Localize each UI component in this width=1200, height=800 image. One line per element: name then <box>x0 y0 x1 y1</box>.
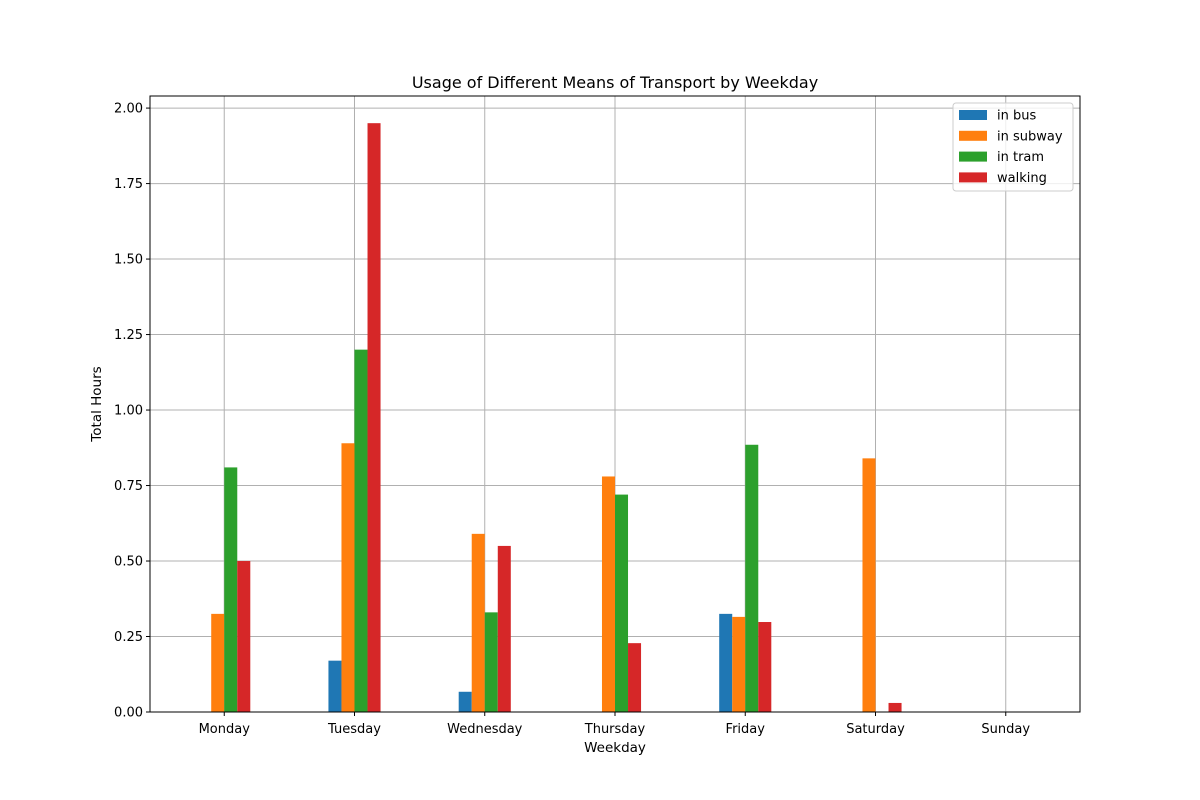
y-tick-label: 1.50 <box>114 253 143 268</box>
x-tick-label: Saturday <box>846 722 905 737</box>
legend-swatch <box>959 130 987 141</box>
bar-walking-friday <box>758 622 772 712</box>
x-axis-ticks: Monday Tuesday Wednesday Thursday Friday Satu… <box>199 712 1030 737</box>
bar-walking-saturday <box>888 702 902 712</box>
bar-walking-tuesday <box>367 123 381 713</box>
bars <box>211 123 902 713</box>
legend-swatch <box>959 172 987 183</box>
y-tick-label: 0.25 <box>114 630 143 645</box>
bar-in-bus-tuesday <box>328 660 342 712</box>
y-tick-label: 2.00 <box>114 102 143 117</box>
bar-in-subway-monday <box>211 613 225 712</box>
bar-walking-wednesday <box>497 545 511 712</box>
x-tick-label: Friday <box>726 722 766 737</box>
chart-title: Usage of Different Means of Transport by… <box>412 73 818 92</box>
y-tick-label: 0.50 <box>114 555 143 570</box>
bar-in-subway-wednesday <box>471 533 485 712</box>
bar-in-subway-tuesday <box>341 443 355 712</box>
bar-walking-monday <box>237 561 251 712</box>
bar-walking-thursday <box>628 643 642 712</box>
bar-in-tram-friday <box>745 444 759 712</box>
bar-in-subway-thursday <box>601 476 615 712</box>
bar-in-subway-friday <box>732 616 746 712</box>
bar-in-bus-friday <box>719 613 733 712</box>
y-tick-label: 1.00 <box>114 404 143 419</box>
x-axis-label: Weekday <box>584 740 646 756</box>
bar-in-tram-wednesday <box>484 612 498 712</box>
y-tick-label: 1.25 <box>114 328 143 343</box>
y-axis-label: Total Hours <box>89 366 105 442</box>
bar-in-bus-wednesday <box>458 691 472 712</box>
x-tick-label: Wednesday <box>447 722 523 737</box>
x-tick-label: Monday <box>199 722 251 737</box>
legend-label: in tram <box>997 150 1044 165</box>
bar-in-tram-thursday <box>615 494 629 712</box>
bar-in-subway-saturday <box>862 458 876 712</box>
bar-in-tram-monday <box>224 467 238 712</box>
legend-label: walking <box>997 171 1047 186</box>
x-tick-label: Sunday <box>981 722 1030 737</box>
legend-label: in subway <box>997 129 1063 144</box>
legend-box <box>952 102 1074 192</box>
bar-in-tram-tuesday <box>354 349 368 712</box>
y-axis-ticks: 0.00 0.25 0.50 0.75 1.00 1.25 1.50 1.75 2.00 <box>114 102 150 721</box>
legend-swatch <box>959 110 987 120</box>
legend-swatch <box>959 151 987 162</box>
y-tick-label: 1.75 <box>114 177 143 192</box>
legend-label: in bus <box>997 109 1036 124</box>
y-tick-label: 0.00 <box>114 706 143 721</box>
x-tick-label: Tuesday <box>327 722 381 737</box>
y-tick-label: 0.75 <box>114 479 143 494</box>
legend: in bus in subway in tram walking <box>952 102 1074 192</box>
x-tick-label: Thursday <box>584 722 646 737</box>
